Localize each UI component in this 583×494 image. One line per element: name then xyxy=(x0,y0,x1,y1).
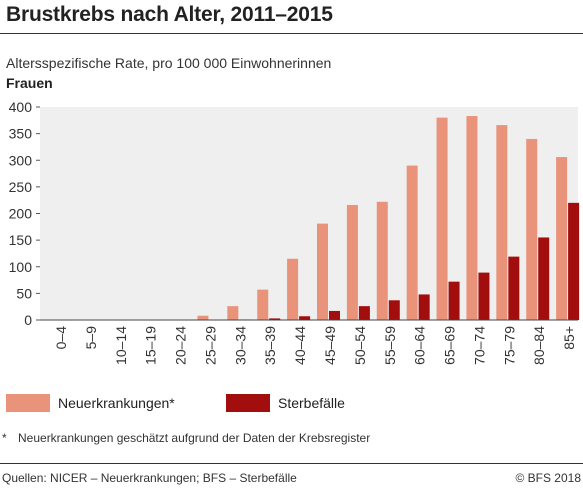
bar-sterbefaelle xyxy=(448,281,460,320)
bar-sterbefaelle xyxy=(478,272,490,320)
x-tick-label: 35–39 xyxy=(262,326,278,365)
bar-neuerkrankungen xyxy=(436,117,448,321)
bar-sterbefaelle xyxy=(538,237,550,320)
x-tick-label: 30–34 xyxy=(232,326,248,365)
bar-neuerkrankungen xyxy=(287,258,299,320)
source-note: Quellen: NICER – Neuerkrankungen; BFS – … xyxy=(2,471,297,485)
footer-divider xyxy=(0,463,583,464)
x-tick-label: 75–79 xyxy=(501,326,517,365)
footnote-text: Neuerkrankungen geschätzt aufgrund der D… xyxy=(18,431,371,445)
x-tick-label: 65–69 xyxy=(442,326,458,365)
y-tick-label: 400 xyxy=(9,99,33,115)
group-label: Frauen xyxy=(6,75,53,91)
chart-title: Brustkrebs nach Alter, 2011–2015 xyxy=(6,3,333,26)
legend-item-neuerkrankungen: Neuerkrankungen* xyxy=(6,392,175,414)
x-tick-label: 15–19 xyxy=(143,326,159,365)
bar-neuerkrankungen xyxy=(376,201,388,320)
chart-subtitle: Altersspezifische Rate, pro 100 000 Einw… xyxy=(6,55,332,71)
bar-neuerkrankungen xyxy=(257,289,269,320)
x-tick-label: 80–84 xyxy=(531,326,547,365)
bar-neuerkrankungen xyxy=(496,125,508,320)
bar-neuerkrankungen xyxy=(346,204,358,320)
footnote-mark: * xyxy=(2,431,7,445)
x-tick-label: 40–44 xyxy=(292,326,308,365)
y-tick-label: 200 xyxy=(9,206,33,222)
y-tick-label: 250 xyxy=(9,179,33,195)
x-tick-label: 25–29 xyxy=(202,326,218,365)
bar-neuerkrankungen xyxy=(466,116,478,321)
legend-label-sterbefaelle: Sterbefälle xyxy=(278,395,345,411)
x-tick-label: 50–54 xyxy=(352,326,368,365)
copyright: © BFS 2018 xyxy=(515,471,581,485)
legend-swatch-neuerkrankungen xyxy=(6,394,50,412)
bar-neuerkrankungen xyxy=(526,138,538,320)
legend-swatch-sterbefaelle xyxy=(226,394,270,412)
bar-sterbefaelle xyxy=(508,256,520,320)
y-tick-label: 150 xyxy=(9,232,33,248)
bar-neuerkrankungen xyxy=(197,315,209,320)
bar-sterbefaelle xyxy=(329,310,340,320)
bar-sterbefaelle xyxy=(299,316,311,320)
x-tick-label: 0–4 xyxy=(53,326,69,350)
bar-chart: 0 50 100 150 200 250 300 350 400 0–4 5–9 10–14 15–19… xyxy=(9,99,580,365)
y-tick-label: 350 xyxy=(9,126,33,142)
bar-sterbefaelle xyxy=(358,306,370,320)
y-tick-label: 100 xyxy=(9,259,33,275)
bar-sterbefaelle xyxy=(568,202,580,320)
y-tick-label: 300 xyxy=(9,152,33,168)
bar-sterbefaelle xyxy=(388,300,400,320)
x-tick-label: 70–74 xyxy=(471,326,487,365)
bar-sterbefaelle xyxy=(418,294,430,320)
bar-neuerkrankungen xyxy=(406,165,418,320)
x-tick-label: 5–9 xyxy=(83,326,99,350)
bar-sterbefaelle xyxy=(269,318,281,320)
x-tick-label: 45–49 xyxy=(322,326,338,365)
y-tick-label: 0 xyxy=(24,312,32,328)
legend-label-neuerkrankungen: Neuerkrankungen* xyxy=(58,395,175,411)
x-tick-label: 10–14 xyxy=(113,326,129,365)
x-tick-label: 60–64 xyxy=(412,326,428,365)
legend: Neuerkrankungen* Sterbefälle xyxy=(0,392,583,416)
footnote: * Neuerkrankungen geschätzt aufgrund der … xyxy=(2,431,370,445)
y-tick-label: 50 xyxy=(16,285,32,301)
x-tick-label: 85+ xyxy=(561,326,577,350)
bar-neuerkrankungen xyxy=(317,223,328,320)
x-tick-label: 55–59 xyxy=(382,326,398,365)
legend-item-sterbefaelle: Sterbefälle xyxy=(226,392,345,414)
bar-neuerkrankungen xyxy=(227,306,239,320)
bar-neuerkrankungen xyxy=(556,157,568,320)
x-tick-label: 20–24 xyxy=(173,326,189,365)
title-divider xyxy=(0,33,583,34)
